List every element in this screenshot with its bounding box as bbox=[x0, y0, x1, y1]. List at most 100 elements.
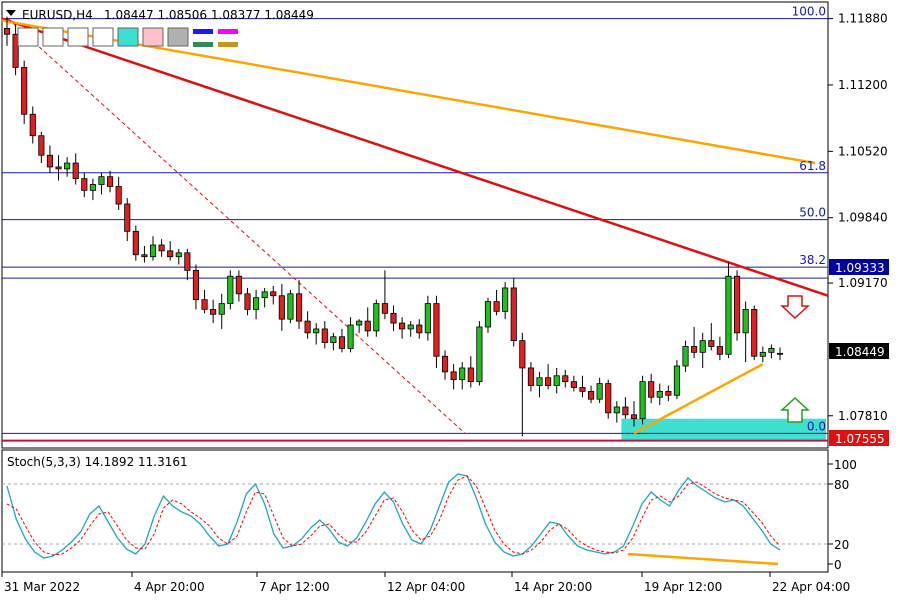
fib-level-label: 61.8 bbox=[799, 159, 826, 173]
fib-level-label: 0.0 bbox=[807, 419, 826, 433]
candle-body bbox=[768, 348, 775, 353]
candle-body bbox=[467, 367, 474, 383]
candle-body bbox=[89, 184, 96, 191]
candle-body bbox=[536, 377, 543, 386]
line-style-swatch bbox=[193, 42, 213, 47]
red-trendline bbox=[1, 17, 829, 297]
candle-body bbox=[450, 371, 457, 381]
candle-body bbox=[708, 340, 715, 347]
candle-body bbox=[630, 414, 638, 420]
color-swatch-button[interactable] bbox=[42, 27, 64, 47]
candle-body bbox=[244, 293, 251, 310]
candle-body bbox=[622, 406, 629, 416]
color-swatch-button[interactable] bbox=[117, 27, 139, 47]
candle-body bbox=[390, 312, 397, 324]
candle-body bbox=[759, 351, 766, 357]
color-swatch-button[interactable] bbox=[17, 27, 39, 47]
price-tick-label: 1.11880 bbox=[838, 12, 888, 26]
candle-body bbox=[648, 381, 655, 398]
candle-body bbox=[55, 166, 62, 170]
fib-diagonal-line bbox=[7, 18, 466, 434]
candle-body bbox=[356, 320, 363, 326]
candle-body bbox=[399, 322, 406, 330]
candle-body bbox=[278, 295, 285, 320]
symbol-menu-icon[interactable] bbox=[6, 10, 16, 16]
stoch-tick-label: 80 bbox=[834, 478, 849, 492]
color-swatch-button[interactable] bbox=[142, 27, 164, 47]
candle-body bbox=[416, 324, 423, 334]
candle-body bbox=[201, 299, 208, 310]
line-style-swatch bbox=[218, 42, 238, 47]
price-tick-label: 1.09840 bbox=[838, 211, 888, 225]
color-swatch-button[interactable] bbox=[167, 27, 189, 47]
candle-body bbox=[167, 250, 174, 258]
candle-body bbox=[725, 275, 732, 355]
candle-body bbox=[287, 293, 294, 320]
candle-body bbox=[441, 355, 449, 373]
level-price-tag-text: 1.09333 bbox=[835, 261, 885, 275]
stoch-title: Stoch(5,3,3) 14.1892 11.3161 bbox=[7, 455, 188, 469]
candle-body bbox=[527, 367, 534, 386]
candle-body bbox=[545, 377, 552, 386]
candle-body bbox=[510, 287, 517, 342]
candle-body bbox=[192, 269, 200, 301]
color-swatch-button[interactable] bbox=[92, 27, 114, 47]
candle-body bbox=[347, 324, 354, 349]
candle-body bbox=[381, 303, 388, 314]
candle-body bbox=[210, 309, 217, 315]
candle-body bbox=[29, 113, 36, 137]
candle-body bbox=[433, 303, 440, 357]
fib-level-label: 38.2 bbox=[799, 253, 826, 267]
level-price-tag bbox=[829, 259, 889, 275]
candle-body bbox=[149, 244, 157, 258]
stoch-divergence-line bbox=[627, 552, 779, 566]
candle-body bbox=[38, 135, 45, 156]
price-tick-label: 1.11200 bbox=[838, 78, 888, 92]
candle-body bbox=[158, 244, 165, 252]
candle-body bbox=[184, 252, 191, 271]
candle-body bbox=[613, 406, 620, 414]
candle-body bbox=[338, 336, 346, 349]
candle-body bbox=[218, 303, 225, 315]
candle-body bbox=[699, 340, 706, 353]
candle-body bbox=[253, 297, 260, 310]
candle-body bbox=[21, 67, 28, 115]
time-tick-label: 14 Apr 20:00 bbox=[514, 580, 592, 594]
time-tick-label: 31 Mar 2022 bbox=[4, 580, 80, 594]
candle-body bbox=[519, 340, 526, 369]
up-arrow-icon bbox=[780, 396, 810, 423]
candle-body bbox=[682, 346, 689, 367]
candle-body bbox=[12, 33, 19, 68]
candle-body bbox=[579, 387, 586, 392]
support-price-tag bbox=[829, 430, 889, 446]
main-panel bbox=[1, 1, 829, 449]
candle-body bbox=[776, 352, 784, 355]
candle-body bbox=[107, 176, 114, 187]
current-price-tag bbox=[829, 343, 889, 359]
color-swatch-button[interactable] bbox=[67, 27, 89, 47]
candle-body bbox=[751, 309, 758, 357]
stoch-tick-label: 0 bbox=[834, 558, 842, 572]
candle-body bbox=[493, 301, 500, 312]
line-style-button[interactable] bbox=[218, 29, 238, 34]
candle-body bbox=[313, 328, 320, 334]
candle-body bbox=[673, 365, 680, 396]
candle-body bbox=[175, 252, 182, 258]
candle-body bbox=[596, 383, 603, 400]
candle-body bbox=[605, 383, 612, 414]
candle-body bbox=[270, 291, 277, 297]
candle-body bbox=[364, 320, 371, 332]
stoch-main-line bbox=[6, 473, 781, 559]
candle-body bbox=[665, 390, 672, 396]
candle-body bbox=[98, 176, 105, 185]
time-tick-label: 22 Apr 04:00 bbox=[772, 580, 850, 594]
candle-body bbox=[235, 275, 242, 295]
candle-body bbox=[484, 301, 492, 328]
candle-body bbox=[64, 162, 71, 170]
time-tick-label: 7 Apr 12:00 bbox=[259, 580, 330, 594]
candle-body bbox=[72, 162, 79, 180]
line-style-button[interactable] bbox=[193, 29, 213, 34]
candle-body bbox=[639, 381, 646, 420]
stoch-signal-line bbox=[6, 475, 781, 556]
